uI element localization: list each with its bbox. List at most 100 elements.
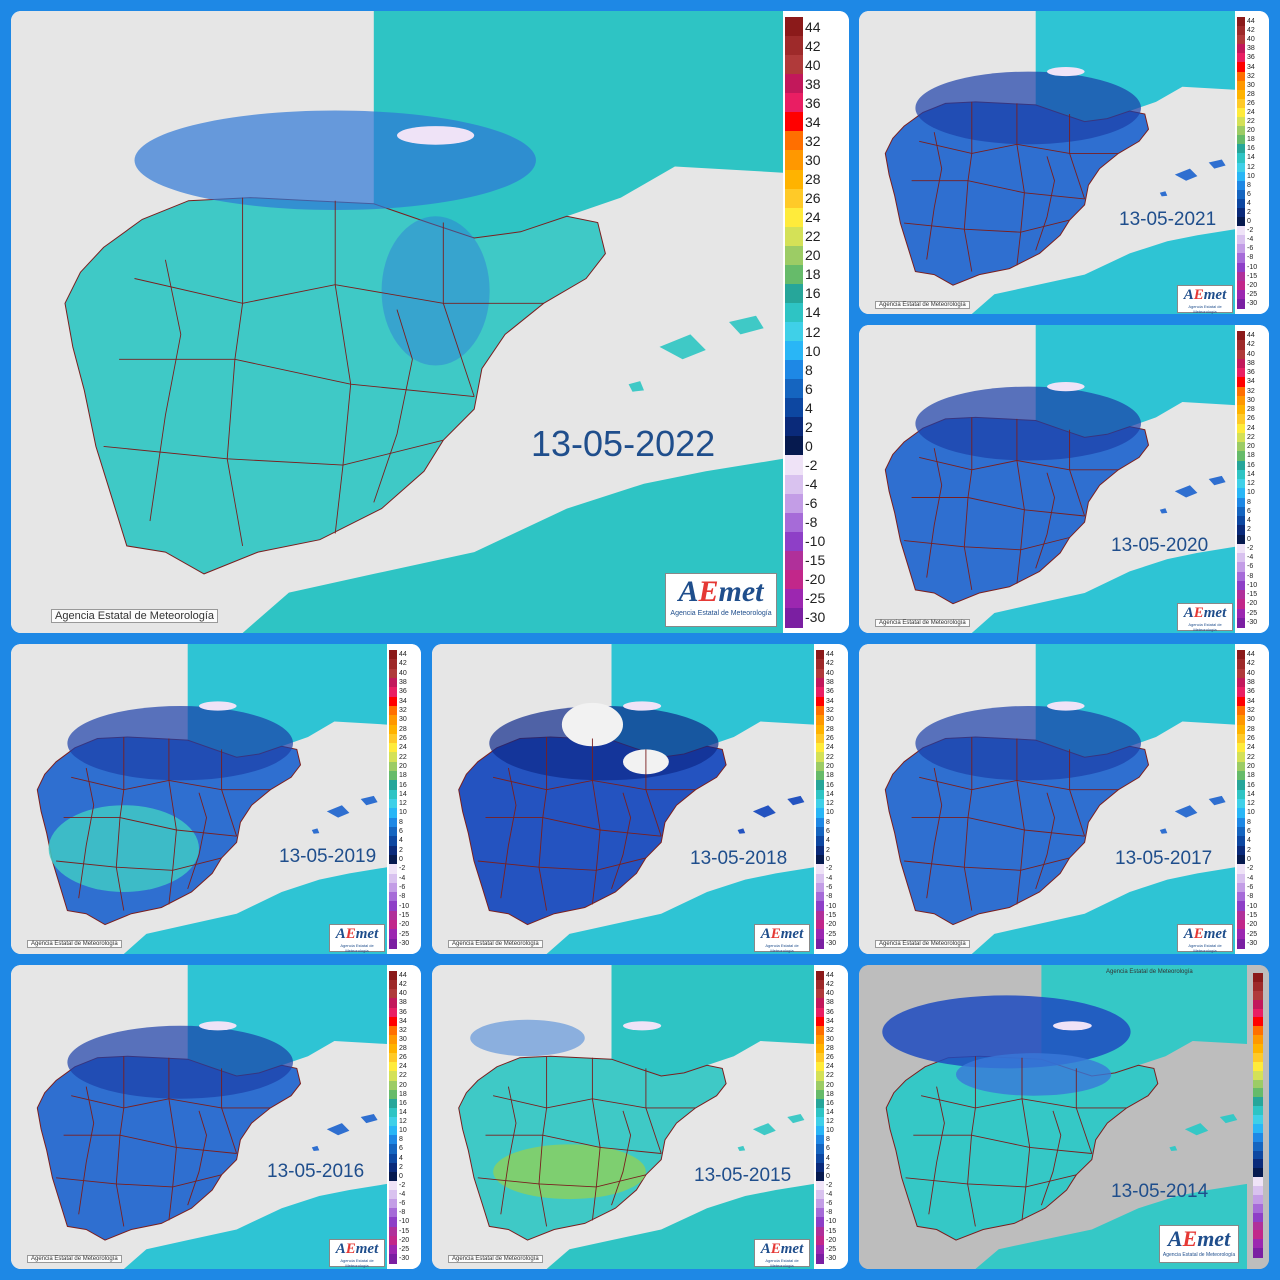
legend-swatch	[816, 1253, 824, 1264]
legend-swatch	[816, 659, 824, 670]
province-border-6	[78, 1086, 95, 1215]
legend-label: 10	[1247, 489, 1255, 497]
legend-label: 32	[805, 132, 821, 149]
legend-label: 40	[399, 669, 407, 677]
legend-label: 10	[399, 1127, 407, 1135]
province-border-3	[538, 737, 548, 911]
map-date-2018: 13-05-2018	[690, 848, 788, 869]
legend-swatch	[816, 1007, 824, 1018]
legend-swatch	[1237, 289, 1245, 300]
legend-label: -10	[1247, 902, 1258, 910]
province-border-1	[485, 1134, 662, 1154]
legend-label: 26	[826, 734, 834, 742]
province-border-6	[78, 767, 95, 899]
legend-label: -15	[1247, 911, 1258, 919]
legend-swatch	[816, 938, 824, 949]
legend-2015: 44 42 40 38 36 34 32 30 28 26 24 22 20 18 16 14 12 10 8 6 4 2…	[814, 965, 848, 1269]
legend-label: -2	[1247, 227, 1254, 235]
legend-label: 22	[399, 753, 407, 761]
legend-swatch	[816, 920, 824, 930]
cold-zone-east	[381, 216, 490, 366]
legend-label: 38	[1247, 679, 1255, 687]
credit-2017: Agencia Estatal de Meteorología	[875, 940, 970, 948]
legend-label: 40	[1247, 36, 1255, 44]
legend-swatch	[816, 854, 824, 865]
legend-label: 0	[826, 856, 830, 864]
balearic-island-1	[1219, 1114, 1238, 1124]
legend-swatch	[1237, 525, 1245, 535]
province-border-2	[477, 1174, 647, 1188]
legend-swatch	[389, 1199, 397, 1209]
legend-swatch	[1237, 715, 1245, 725]
legend-label: -6	[399, 883, 406, 891]
legend-swatch	[389, 1053, 397, 1063]
legend-label: 8	[805, 361, 813, 378]
balearic-island-2	[311, 828, 320, 834]
legend-label: 32	[1247, 387, 1255, 395]
legend-label: 4	[399, 837, 403, 845]
legend-label: -30	[1247, 618, 1258, 626]
legend-label: 20	[1247, 762, 1255, 770]
legend-swatch	[389, 1107, 397, 1118]
legend-label: -10	[399, 902, 410, 910]
legend-label: 36	[1247, 54, 1255, 62]
legend-label: 18	[1247, 452, 1255, 460]
province-border-3	[538, 1056, 548, 1227]
map-panel-2021: 13-05-2021 44 42 40 38 36 34 32 30 28 26 24 22 20 18 1…	[859, 11, 1269, 314]
legend-label: -4	[1247, 554, 1254, 562]
legend-swatch	[1237, 386, 1245, 397]
legend-swatch	[1253, 1159, 1263, 1169]
legend-label: -25	[399, 930, 410, 938]
legend-label: 28	[826, 1045, 834, 1053]
legend-swatch	[389, 920, 397, 930]
legend-swatch	[389, 705, 397, 716]
legend-label: 6	[826, 828, 830, 836]
temperature-map-2014	[859, 965, 1247, 1269]
legend-label: 14	[826, 790, 834, 798]
legend-label: 0	[399, 856, 403, 864]
province-border-2	[56, 857, 222, 871]
legend-label: 6	[399, 828, 403, 836]
legend-swatch	[1237, 405, 1245, 415]
legend-swatch	[1237, 162, 1245, 173]
legend-label: 18	[1247, 772, 1255, 780]
legend-label: -10	[1247, 263, 1258, 271]
legend-swatch	[389, 998, 397, 1008]
legend-swatch	[816, 780, 824, 791]
balearic-island-2	[311, 1145, 320, 1151]
legend-swatch	[816, 1034, 824, 1045]
legend-swatch	[816, 668, 824, 679]
credit-2020: Agencia Estatal de Meteorología	[875, 619, 970, 627]
legend-swatch	[816, 1080, 824, 1091]
legend-swatch	[1253, 999, 1263, 1009]
legend-swatch	[816, 817, 824, 828]
legend-swatch	[816, 873, 824, 884]
map-date-2014: 13-05-2014	[1111, 1181, 1209, 1202]
legend-label: 14	[399, 790, 407, 798]
legend-label: 38	[826, 999, 834, 1007]
legend-swatch	[1237, 414, 1245, 424]
legend-swatch	[1237, 62, 1245, 73]
legend-label: 6	[1247, 828, 1251, 836]
legend-2018: 44 42 40 38 36 34 32 30 28 26 24 22 20 18 16 14 12 10 8 6 4 2…	[814, 644, 848, 954]
legend-swatch	[816, 1025, 824, 1036]
legend-label: 34	[1247, 378, 1255, 386]
balearic-island-0	[1174, 805, 1198, 818]
province-border-7	[187, 792, 207, 890]
legend-2022: 44 42 40 38 36 34 32 30 28 26 24 22 20 18 16 14 12 10 8 6 4 2…	[783, 11, 849, 633]
legend-swatch	[389, 1126, 397, 1136]
pyrenees-frost	[1047, 381, 1085, 392]
legend-swatch	[785, 150, 803, 170]
legend-label: -30	[399, 1254, 410, 1262]
temperature-map-2020	[859, 325, 1235, 633]
legend-swatch	[816, 761, 824, 772]
north-africa-region	[546, 1183, 814, 1269]
legend-swatch	[1237, 331, 1245, 341]
legend-label: 10	[1247, 172, 1255, 180]
legend-label: -2	[826, 865, 833, 873]
legend-label: 12	[399, 1118, 407, 1126]
legend-swatch	[1237, 497, 1245, 508]
legend-label: 2	[399, 1163, 403, 1171]
legend-swatch	[389, 1144, 397, 1154]
province-border-5	[221, 1068, 238, 1154]
